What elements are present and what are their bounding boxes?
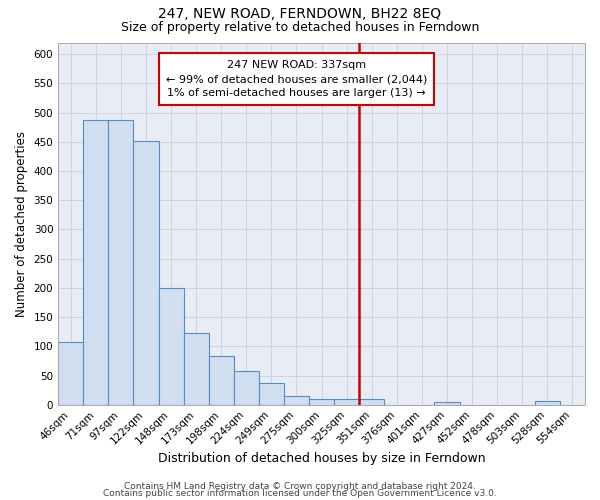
- Bar: [158, 288, 184, 405]
- Bar: [184, 334, 209, 404]
- X-axis label: Distribution of detached houses by size in Ferndown: Distribution of detached houses by size …: [158, 452, 485, 465]
- Bar: [309, 399, 334, 404]
- Bar: [109, 120, 133, 405]
- Text: 247, NEW ROAD, FERNDOWN, BH22 8EQ: 247, NEW ROAD, FERNDOWN, BH22 8EQ: [158, 8, 442, 22]
- Bar: [133, 140, 158, 404]
- Bar: [259, 382, 284, 404]
- Bar: [434, 402, 460, 404]
- Text: Contains public sector information licensed under the Open Government Licence v3: Contains public sector information licen…: [103, 488, 497, 498]
- Bar: [284, 396, 309, 404]
- Bar: [359, 399, 385, 404]
- Bar: [535, 400, 560, 404]
- Bar: [83, 120, 109, 405]
- Y-axis label: Number of detached properties: Number of detached properties: [15, 130, 28, 316]
- Bar: [58, 342, 83, 404]
- Text: Contains HM Land Registry data © Crown copyright and database right 2024.: Contains HM Land Registry data © Crown c…: [124, 482, 476, 491]
- Bar: [209, 356, 234, 405]
- Text: 247 NEW ROAD: 337sqm
← 99% of detached houses are smaller (2,044)
1% of semi-det: 247 NEW ROAD: 337sqm ← 99% of detached h…: [166, 60, 427, 98]
- Text: Size of property relative to detached houses in Ferndown: Size of property relative to detached ho…: [121, 21, 479, 34]
- Bar: [234, 372, 259, 404]
- Bar: [334, 399, 359, 404]
